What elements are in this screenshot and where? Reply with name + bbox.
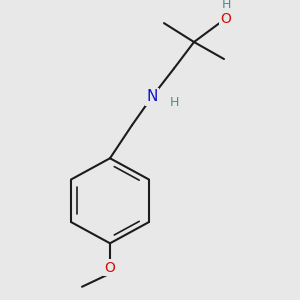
Text: N: N	[146, 89, 158, 104]
Text: H: H	[221, 0, 231, 11]
Text: O: O	[105, 261, 116, 275]
Text: H: H	[169, 96, 179, 109]
Text: O: O	[220, 12, 231, 26]
